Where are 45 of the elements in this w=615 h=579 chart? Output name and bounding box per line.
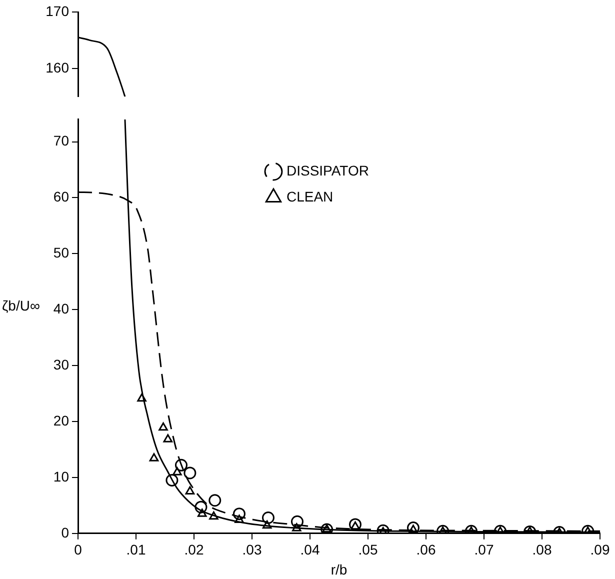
x-tick-label: .02	[184, 542, 204, 558]
point	[166, 474, 178, 486]
x-tick-label: .01	[126, 542, 146, 558]
point	[350, 521, 360, 530]
point	[185, 486, 195, 494]
x-tick-label: 0	[74, 542, 82, 558]
x-tick-label: .05	[358, 542, 378, 558]
y-tick-label: 160	[46, 59, 70, 76]
point	[163, 434, 173, 442]
point	[172, 467, 182, 476]
point	[158, 422, 168, 431]
point	[348, 518, 362, 531]
x-tick-label: .07	[474, 542, 494, 558]
x-tick-label: .06	[416, 542, 436, 558]
y-tick-label: 40	[53, 300, 70, 316]
point	[262, 511, 274, 524]
point	[194, 500, 208, 514]
x-tick-label: .09	[590, 542, 610, 558]
legend-label: CLEAN	[286, 188, 334, 204]
y-axis-title: ζb/U∞	[2, 297, 40, 314]
y-tick-label: 0	[61, 524, 70, 540]
x-tick-label: .04	[300, 542, 320, 558]
y-tick-label: 70	[53, 132, 70, 149]
point	[137, 393, 146, 402]
point	[149, 453, 159, 462]
point	[232, 508, 246, 520]
legend-label: DISSIPATOR	[286, 162, 369, 178]
x-axis-title: r/b	[330, 561, 348, 578]
point	[184, 466, 196, 480]
x-tick-label: .03	[242, 542, 262, 558]
y-tick-label: 170	[46, 2, 70, 19]
y-tick-label: 20	[53, 412, 70, 428]
y-tick-label: 30	[53, 356, 70, 372]
point	[174, 458, 188, 472]
x-tick-label: .08	[532, 542, 552, 558]
point	[208, 494, 222, 507]
point	[290, 515, 304, 528]
point	[292, 523, 302, 532]
y-tick-label: 10	[53, 468, 70, 484]
y-tick-label: 50	[53, 244, 70, 261]
point	[262, 520, 272, 529]
point	[197, 508, 207, 517]
point	[209, 511, 218, 520]
point	[406, 522, 420, 534]
y-tick-label: 60	[53, 188, 70, 205]
